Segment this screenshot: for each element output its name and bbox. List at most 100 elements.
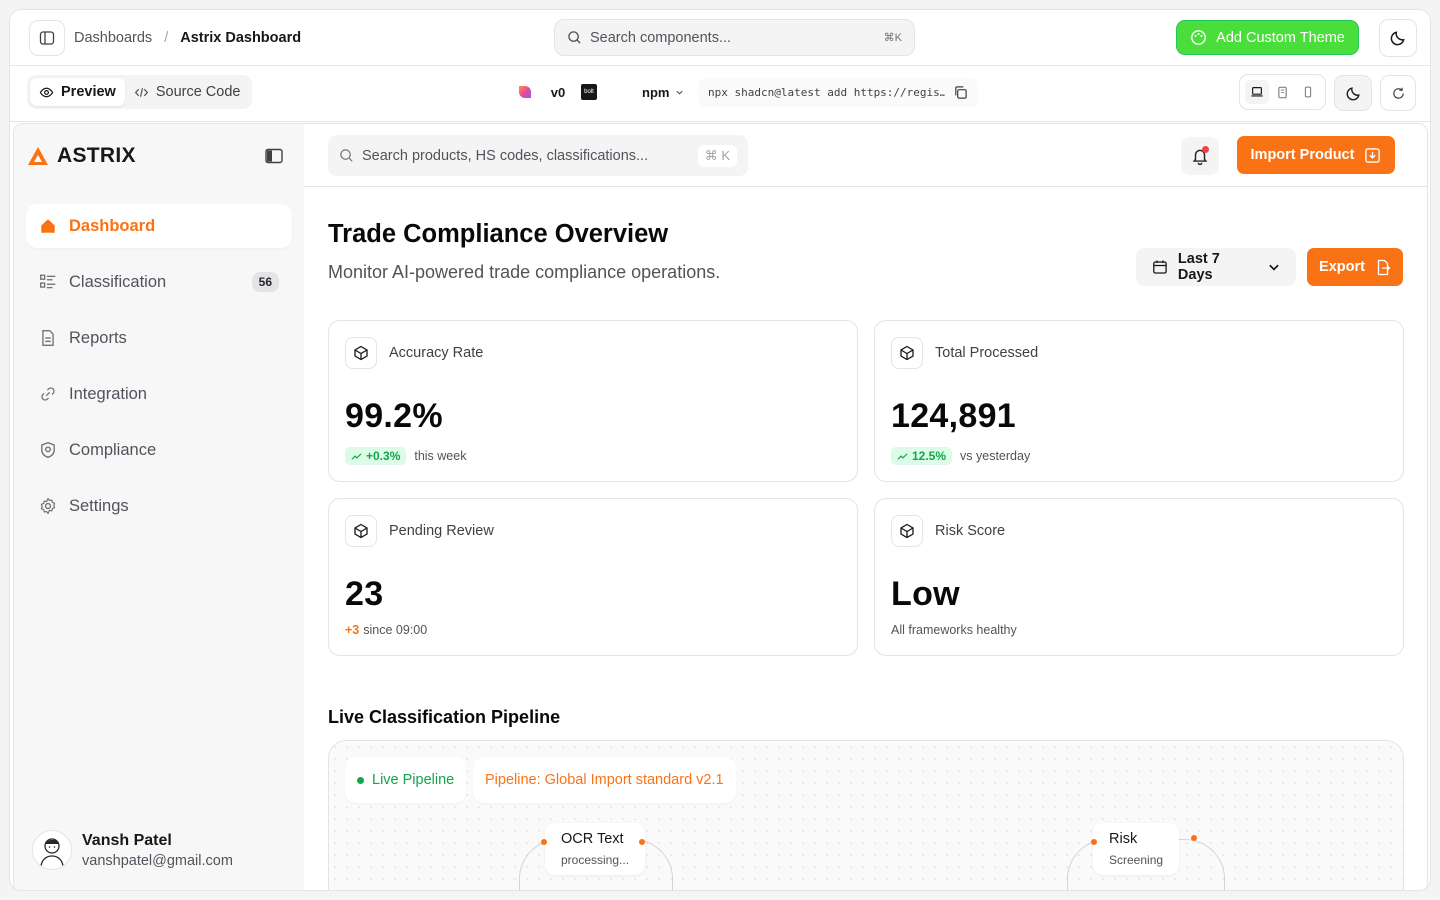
chevron-down-icon [1269,264,1279,271]
node-port [639,839,645,845]
product-search-placeholder: Search products, HS codes, classificatio… [362,147,649,164]
add-custom-theme-button[interactable]: Add Custom Theme [1176,20,1359,55]
node-port [1091,839,1097,845]
chevron-down-icon [676,90,684,95]
sidebar-item-label: Reports [69,328,127,347]
product-search-shortcut: ⌘ K [697,144,737,167]
trend-up-icon [351,452,362,460]
tablet-view-button[interactable] [1270,80,1294,104]
view-switcher: Preview Source Code [27,75,253,109]
browser-frame: Dashboards / Astrix Dashboard Search com… [9,9,1431,891]
sidebar-item-label: Classification [69,272,167,291]
stat-footer: All frameworks healthy [891,623,1017,637]
refresh-button[interactable] [1380,75,1416,111]
brand-logo[interactable]: ASTRIX [27,144,136,168]
desktop-view-button[interactable] [1244,80,1269,104]
sidebar-item-label: Compliance [69,440,157,459]
pipeline-name-badge[interactable]: Pipeline: Global Import standard v2.1 [473,757,736,803]
code-icon [134,87,148,97]
live-status-dot [357,776,364,784]
user-profile[interactable]: Vansh Patel vanshpatel@gmail.com [32,830,233,870]
sidebar-item-dashboard[interactable]: Dashboard [26,204,292,248]
date-range-value: Last 7 Days [1177,251,1220,283]
preview-dark-mode-button[interactable] [1334,75,1372,111]
breadcrumb-separator: / [164,29,169,46]
package-manager-select[interactable]: npm [630,78,696,107]
node-port [1191,835,1197,841]
tab-preview-label: Preview [61,84,116,100]
breadcrumb-dashboards[interactable]: Dashboards [74,29,153,46]
panel-left-icon [265,148,283,164]
home-icon [41,219,55,233]
tab-preview[interactable]: Preview [30,78,125,106]
phone-icon [1305,86,1312,98]
mobile-view-button[interactable] [1296,80,1320,104]
astrix-logo-icon [28,147,48,165]
stat-footer: 12.5% vs yesterday [891,447,1030,465]
sidebar-item-label: Dashboard [69,216,156,235]
pipeline-canvas: Live Pipeline Pipeline: Global Import st… [328,740,1404,890]
sidebar-toggle-button[interactable] [29,19,65,56]
preview-toolbar: Preview Source Code v0 bolt npm npx shad… [10,66,1430,122]
stat-card-processed: Total Processed 124,891 12.5% vs yesterd… [874,320,1404,482]
moon-icon [1390,31,1405,46]
top-bar: Dashboards / Astrix Dashboard Search com… [10,10,1430,66]
stat-value: 99.2% [345,397,443,435]
sidebar-item-classification[interactable]: Classification 56 [26,260,292,304]
export-button[interactable]: Export [1307,248,1403,286]
import-product-button[interactable]: Import Product [1237,136,1395,174]
product-search-input[interactable]: Search products, HS codes, classificatio… [328,135,748,176]
stat-card-risk: Risk Score Low All frameworks healthy [874,498,1404,656]
sidebar-item-settings[interactable]: Settings [26,484,292,528]
date-range-select[interactable]: Last 7 Days [1136,248,1296,286]
node-status: Screening [1109,853,1164,867]
install-command-text: npx shadcn@latest add https://regis… [708,86,945,99]
bolt-icon[interactable]: bolt [581,84,597,100]
search-placeholder: Search components... [590,29,732,46]
lovable-icon[interactable] [515,82,535,102]
stat-note: this week [414,449,467,463]
tab-source-code[interactable]: Source Code [125,78,250,106]
node-port [541,839,547,845]
search-shortcut: ⌘K [883,32,902,44]
export-file-icon [1377,259,1391,275]
avatar [32,830,72,870]
classification-count-badge: 56 [251,272,279,292]
collapse-sidebar-button[interactable] [264,146,284,166]
panel-icon [39,30,55,45]
cube-icon [891,337,923,369]
pipeline-section-title: Live Classification Pipeline [328,707,561,727]
stat-delta: +0.3% [366,449,401,463]
sidebar-item-integration[interactable]: Integration [26,372,292,416]
user-avatar-illustration [40,838,64,867]
pipeline-node-risk[interactable]: Risk Screening [1093,823,1180,875]
sidebar-nav: Dashboard Classification 56 Reports Inte… [26,204,292,540]
copy-icon[interactable] [953,85,968,100]
node-title: OCR Text [561,831,624,847]
sidebar-item-label: Settings [69,496,129,515]
v0-icon[interactable]: v0 [550,84,566,100]
stat-delta: +3 [345,623,360,637]
pipeline-name-label: Pipeline: Global Import standard v2.1 [485,772,724,788]
stat-value: Low [891,575,960,613]
sidebar-item-reports[interactable]: Reports [26,316,292,360]
live-pipeline-label: Live Pipeline [372,772,455,788]
pipeline-node-ocr[interactable]: OCR Text processing... [545,823,646,875]
search-icon [568,31,581,44]
live-pipeline-badge: Live Pipeline [345,757,467,803]
cube-icon [345,337,377,369]
user-name: Vansh Patel [82,831,172,849]
main-header: Search products, HS codes, classificatio… [304,124,1427,187]
stat-label: Accuracy Rate [389,345,484,361]
cube-icon [891,515,923,547]
component-search-input[interactable]: Search components... ⌘K [554,19,915,56]
tab-source-label: Source Code [155,84,241,100]
moon-icon [1346,86,1360,100]
stat-note: vs yesterday [960,449,1031,463]
notifications-button[interactable] [1181,137,1219,175]
breadcrumb: Dashboards / Astrix Dashboard [74,30,301,46]
sidebar: ASTRIX Dashboard Classification 56 Repor… [14,124,304,890]
theme-toggle-button[interactable] [1379,19,1417,57]
sidebar-item-compliance[interactable]: Compliance [26,428,292,472]
stat-delta-badge: 12.5% [891,447,953,465]
